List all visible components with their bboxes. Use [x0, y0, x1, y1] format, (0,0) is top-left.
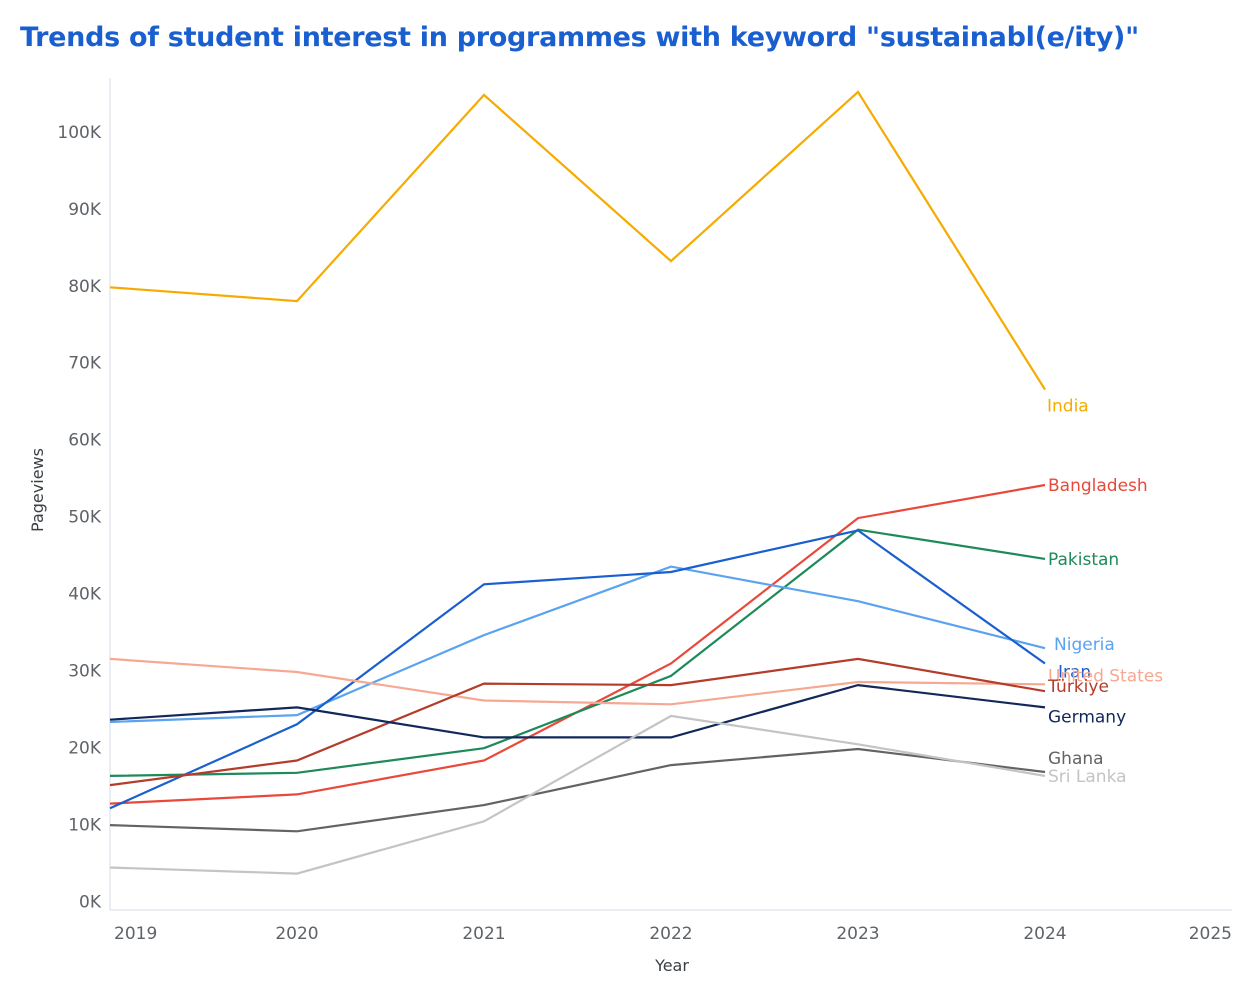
- series-label: United States: [1048, 666, 1163, 686]
- series-label: India: [1047, 397, 1089, 417]
- y-tick-label: 50K: [68, 508, 102, 528]
- series-line-germany: [109, 683, 1046, 739]
- y-tick-labels: 0K 10K 20K 30K 40K 50K 60K 70K 80K 90K 100K: [57, 123, 101, 912]
- series-label: Iran: [1058, 663, 1091, 683]
- y-tick-label: 40K: [68, 585, 102, 605]
- y-tick-label: 100K: [57, 123, 101, 143]
- series-line-t-rkiye: [109, 657, 1046, 787]
- series-label: Bangladesh: [1048, 476, 1148, 496]
- y-tick-label: 10K: [68, 815, 102, 835]
- series-labels: India Bangladesh Pakistan Nigeria IranUnited…: [1047, 397, 1163, 787]
- series-line-india: [109, 90, 1046, 391]
- x-tick-labels: 2019 2020 2021 2022 2023 2024 2025: [114, 924, 1232, 944]
- y-tick-label: 70K: [68, 354, 102, 374]
- x-tick-label: 2019: [114, 924, 157, 944]
- series-line-ghana: [109, 747, 1046, 833]
- series-lines: [109, 90, 1046, 875]
- x-tick-label: 2023: [836, 924, 879, 944]
- y-tick-label: 0K: [79, 892, 102, 912]
- series-label: Türkiye: [1047, 677, 1109, 697]
- series-line-iran: [109, 529, 1046, 810]
- series-line-sri-lanka: [109, 714, 1046, 875]
- series-line-united-states: [109, 657, 1046, 706]
- y-tick-label: 60K: [68, 431, 102, 451]
- x-tick-label: 2021: [462, 924, 505, 944]
- series-line-nigeria: [109, 565, 1046, 724]
- chart-title: Trends of student interest in programmes…: [20, 22, 1139, 53]
- chart-axes: [109, 78, 1232, 911]
- x-tick-label: 2022: [649, 924, 692, 944]
- x-axis-title: Year: [654, 956, 689, 975]
- y-tick-label: 90K: [68, 200, 102, 220]
- x-tick-label: 2025: [1189, 924, 1232, 944]
- series-label: Sri Lanka: [1048, 767, 1127, 787]
- y-axis-title: Pageviews: [28, 448, 47, 532]
- series-line-pakistan: [109, 528, 1046, 777]
- x-tick-label: 2024: [1023, 924, 1066, 944]
- y-tick-label: 80K: [68, 277, 102, 297]
- y-tick-label: 30K: [68, 661, 102, 681]
- y-tick-label: 20K: [68, 738, 102, 758]
- series-label: Pakistan: [1048, 550, 1119, 570]
- series-label: Germany: [1048, 707, 1126, 727]
- series-label: Ghana: [1048, 749, 1104, 769]
- x-tick-label: 2020: [275, 924, 318, 944]
- series-label: Nigeria: [1054, 635, 1115, 655]
